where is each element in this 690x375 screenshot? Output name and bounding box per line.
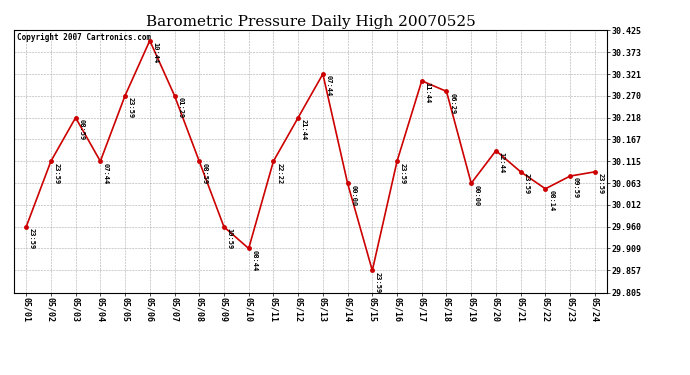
Text: 01:29: 01:29 <box>177 97 184 118</box>
Text: 10:59: 10:59 <box>227 228 233 249</box>
Text: 08:14: 08:14 <box>548 190 554 211</box>
Text: 07:44: 07:44 <box>103 163 109 184</box>
Text: 10:44: 10:44 <box>152 42 159 63</box>
Text: 09:59: 09:59 <box>573 177 579 199</box>
Text: 23:59: 23:59 <box>54 163 59 184</box>
Text: 12:44: 12:44 <box>499 152 504 173</box>
Title: Barometric Pressure Daily High 20070525: Barometric Pressure Daily High 20070525 <box>146 15 475 29</box>
Text: 08:59: 08:59 <box>202 163 208 184</box>
Text: 11:44: 11:44 <box>424 82 431 104</box>
Text: 23:59: 23:59 <box>400 163 406 184</box>
Text: 08:44: 08:44 <box>251 250 257 271</box>
Text: Copyright 2007 Cartronics.com: Copyright 2007 Cartronics.com <box>17 33 151 42</box>
Text: 21:44: 21:44 <box>301 119 307 140</box>
Text: 23:59: 23:59 <box>598 173 604 195</box>
Text: 23:59: 23:59 <box>375 272 381 293</box>
Text: 08:59: 08:59 <box>79 119 84 140</box>
Text: 22:22: 22:22 <box>276 163 282 184</box>
Text: 06:29: 06:29 <box>449 93 455 114</box>
Text: 23:59: 23:59 <box>29 228 35 249</box>
Text: 23:59: 23:59 <box>524 173 529 195</box>
Text: 07:44: 07:44 <box>326 75 332 97</box>
Text: 23:59: 23:59 <box>128 97 134 118</box>
Text: 00:00: 00:00 <box>351 184 356 206</box>
Text: 00:00: 00:00 <box>474 184 480 206</box>
